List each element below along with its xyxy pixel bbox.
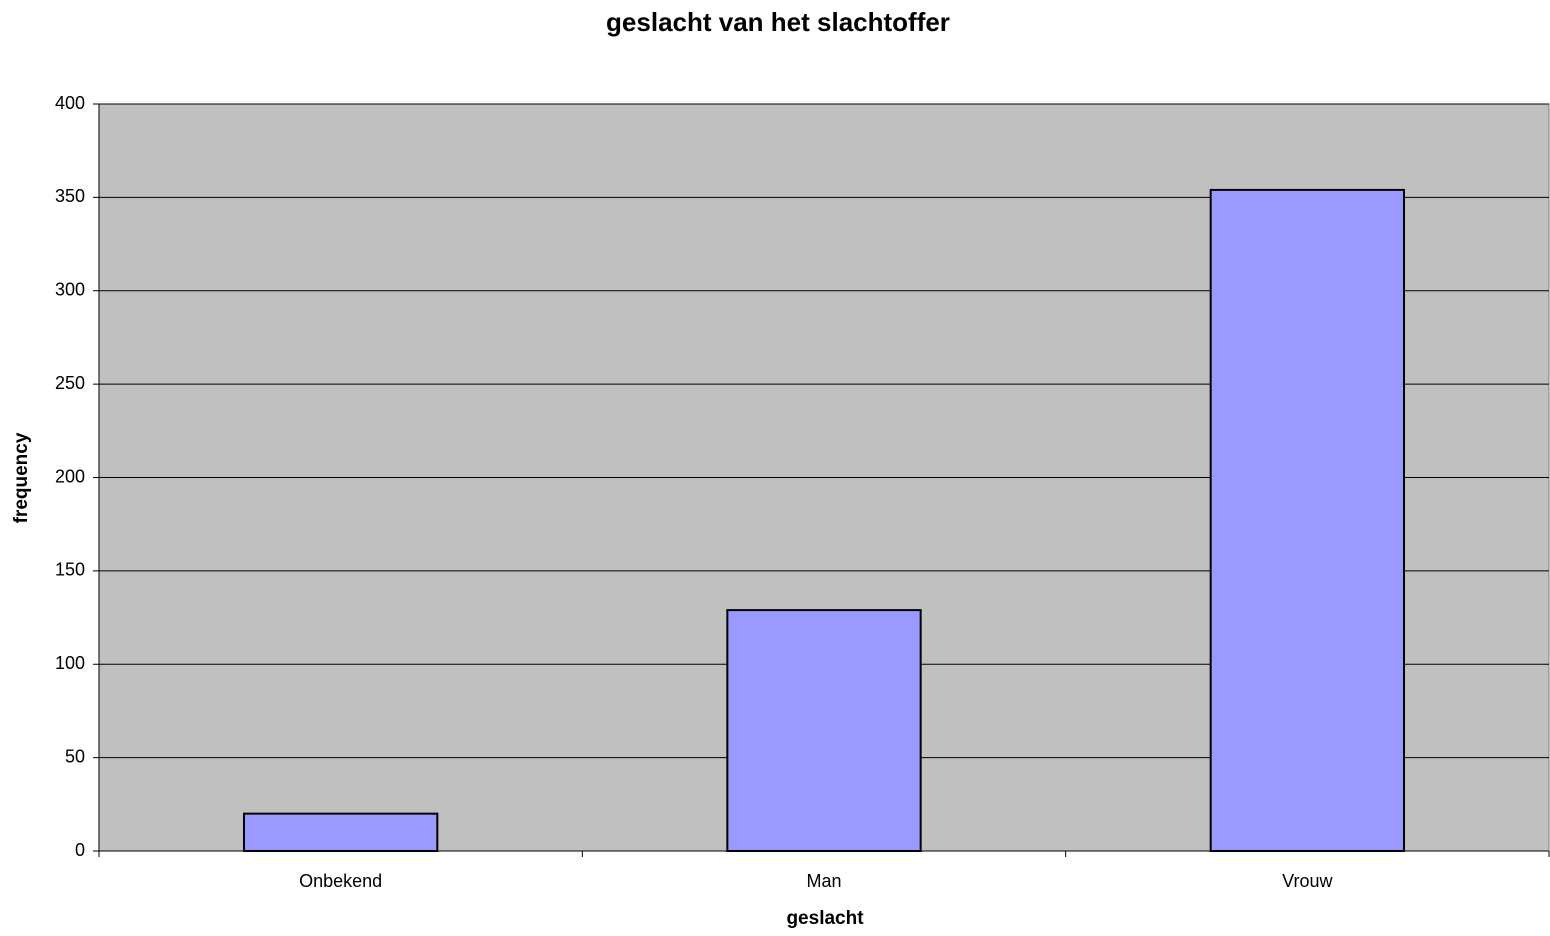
y-tick-label: 350	[55, 186, 85, 206]
y-tick-label: 200	[55, 466, 85, 486]
y-tick-label: 400	[55, 93, 85, 113]
y-tick-label: 50	[65, 746, 85, 766]
x-tick-label: Vrouw	[1282, 871, 1333, 891]
bar	[726, 609, 922, 853]
x-tick-label: Man	[806, 871, 841, 891]
y-axis-title: frequency	[11, 432, 32, 523]
x-axis-title: geslacht	[786, 908, 864, 929]
bar	[243, 812, 439, 853]
x-tick-label: Onbekend	[299, 871, 382, 891]
y-tick-label: 150	[55, 560, 85, 580]
bar	[1209, 188, 1405, 852]
y-tick-label: 250	[55, 373, 85, 393]
y-tick-label: 300	[55, 280, 85, 300]
y-tick-label: 100	[55, 653, 85, 673]
y-tick-label: 0	[75, 840, 85, 860]
chart-title: geslacht van het slachtoffer	[606, 7, 950, 37]
